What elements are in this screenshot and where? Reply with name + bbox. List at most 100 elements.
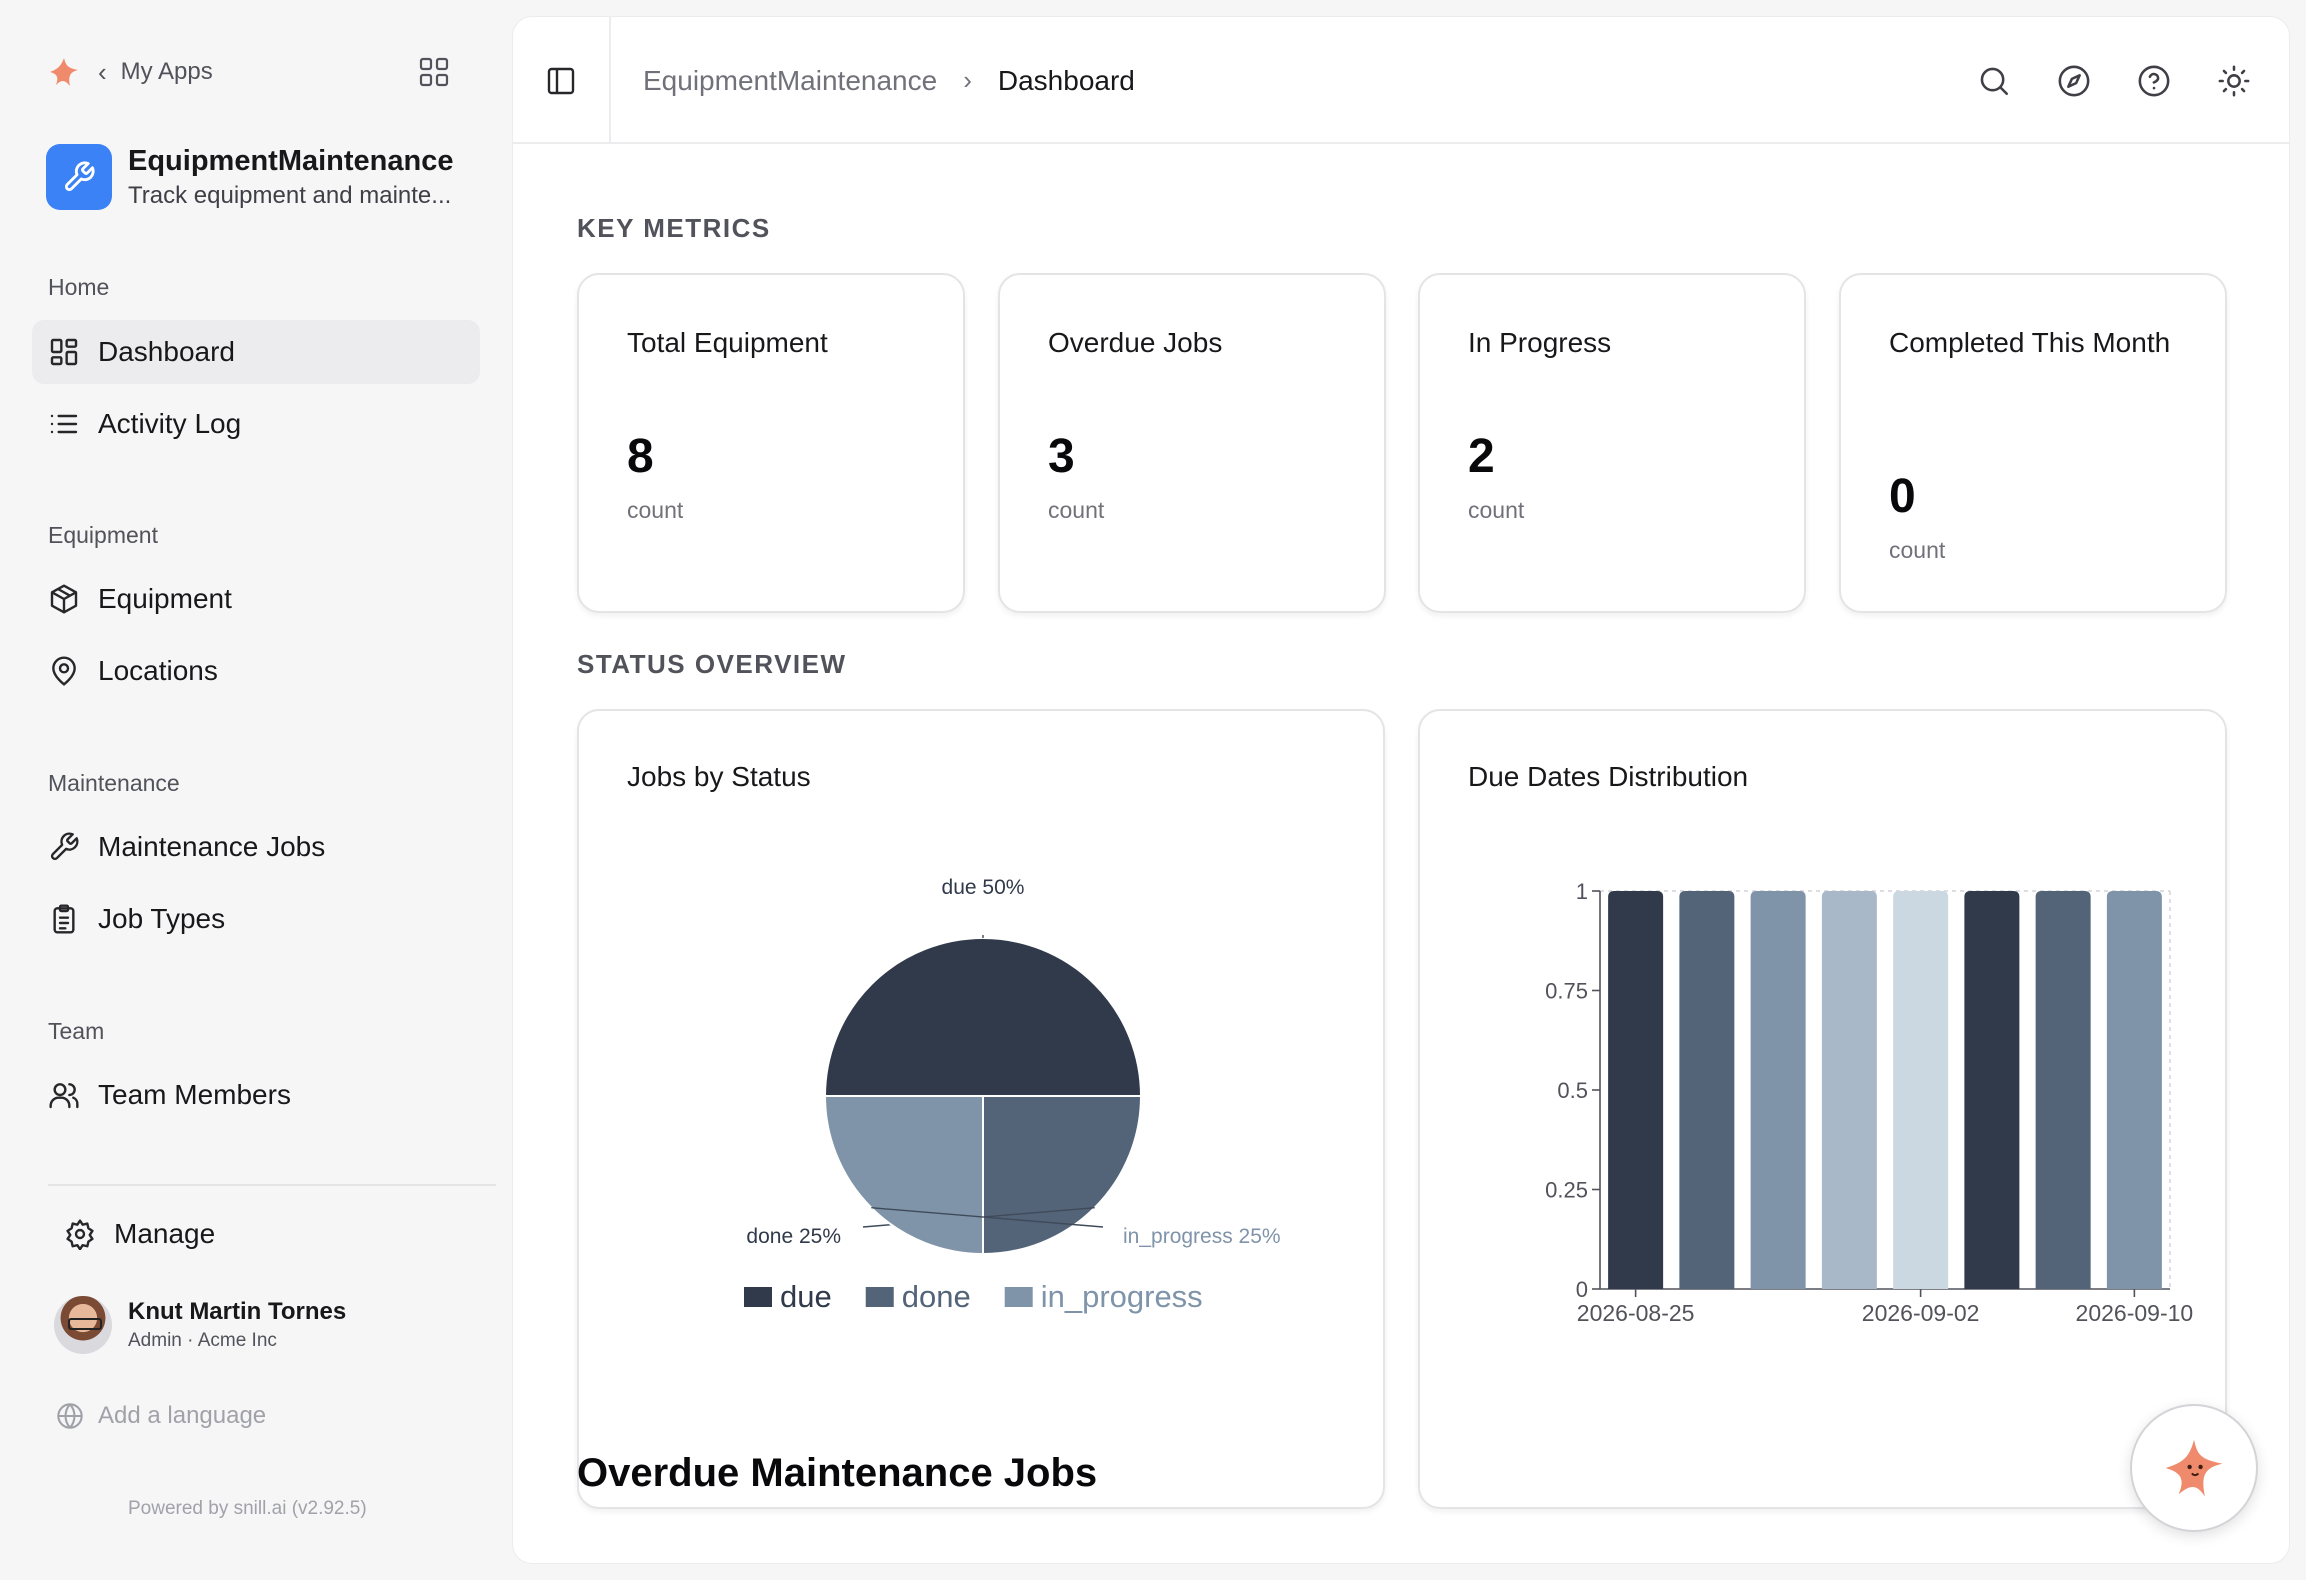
my-apps-link[interactable]: My Apps <box>120 58 213 85</box>
breadcrumb-app[interactable]: EquipmentMaintenance <box>643 64 938 96</box>
panel-left-icon <box>547 67 575 94</box>
sidebar-item-label: Activity Log <box>98 408 242 439</box>
user-profile[interactable]: Knut Martin Tornes Admin · Acme Inc <box>54 1296 346 1354</box>
metric-value: 0 <box>1889 470 1916 523</box>
metric-unit: count <box>1889 537 1946 563</box>
sidebar-item-job-types[interactable]: Job Types <box>32 887 480 951</box>
sidebar-item-maintenance-jobs[interactable]: Maintenance Jobs <box>32 815 480 879</box>
breadcrumb-current: Dashboard <box>997 64 1135 96</box>
x-tick-label: 2026-09-02 <box>1862 1300 1980 1326</box>
metric-value: 2 <box>1468 430 1495 483</box>
metric-value: 3 <box>1048 430 1075 483</box>
add-language-label: Add a language <box>98 1402 267 1429</box>
pie-label-in_progress: in_progress 25% <box>1123 1225 1281 1248</box>
key-metrics-title: KEY METRICS <box>577 213 771 243</box>
app-grid-icon[interactable] <box>418 56 450 88</box>
pie-leader-line <box>871 1207 1104 1228</box>
metric-title: In Progress <box>1468 327 1612 358</box>
y-tick-label: 0.75 <box>1545 979 1588 1004</box>
globe-icon <box>57 1403 83 1429</box>
header-actions <box>1931 17 2251 144</box>
y-tick-label: 0 <box>1576 1277 1588 1302</box>
pie-slice-in_progress <box>823 1095 984 1256</box>
sidebar-item-activity-log[interactable]: Activity Log <box>32 392 480 456</box>
sidebar-item-label: Maintenance Jobs <box>98 831 326 862</box>
sidebar-item-label: Job Types <box>98 903 226 934</box>
sidebar-item-label: Dashboard <box>98 336 235 367</box>
metric-unit: count <box>1468 497 1525 523</box>
bar-4 <box>1893 891 1949 1289</box>
gear-icon <box>66 1219 94 1250</box>
sidebar-item-equipment[interactable]: Equipment <box>32 567 480 631</box>
bar-7 <box>2106 891 2162 1289</box>
help-icon[interactable] <box>2137 64 2171 98</box>
y-tick-label: 1 <box>1576 879 1588 904</box>
metric-value: 8 <box>627 430 654 483</box>
sidebar-item-label: Team Members <box>98 1079 291 1110</box>
legend-swatch-due <box>744 1287 772 1307</box>
metric-card-overdue-jobs: Overdue Jobs 3 count <box>998 273 1386 613</box>
manage-button[interactable]: Manage <box>64 1210 215 1258</box>
metric-title: Total Equipment <box>627 327 828 358</box>
chart-title: Due Dates Distribution <box>1468 761 1749 792</box>
metric-unit: count <box>1048 497 1105 523</box>
user-name: Knut Martin Tornes <box>128 1298 347 1325</box>
legend-swatch-done <box>865 1287 894 1307</box>
chart-title: Jobs by Status <box>627 761 811 792</box>
package-icon <box>50 584 78 614</box>
avatar <box>54 1296 112 1354</box>
section-equipment: Equipment <box>48 522 158 548</box>
y-tick-label: 0.5 <box>1557 1078 1588 1103</box>
assistant-mascot-icon <box>2165 1439 2223 1497</box>
sidebar-item-dashboard[interactable]: Dashboard <box>32 320 480 384</box>
metric-title: Completed This Month <box>1889 327 2171 358</box>
powered-by: Powered by snill.ai (v2.92.5) <box>128 1498 367 1519</box>
metric-card-in-progress: In Progress 2 count <box>1418 273 1806 613</box>
sidebar-item-label: Locations <box>98 655 218 686</box>
jobs-by-status-chart: due 50% done 25% in_progress 25% due done in_… <box>744 876 1281 1314</box>
add-language-button[interactable]: Add a language <box>56 1402 266 1430</box>
wrench-icon <box>50 832 79 861</box>
compass-icon[interactable] <box>2057 64 2091 98</box>
sidebar-toggle-button[interactable] <box>513 17 611 144</box>
x-tick-label: 2026-09-10 <box>2076 1300 2194 1326</box>
header: EquipmentMaintenance › Dashboard <box>513 17 2289 144</box>
sun-icon[interactable] <box>2217 64 2251 98</box>
overdue-jobs-title: Overdue Maintenance Jobs <box>577 1451 1098 1495</box>
status-overview-title: STATUS OVERVIEW <box>577 649 847 679</box>
map-pin-icon <box>52 656 76 686</box>
bar-3 <box>1821 891 1877 1289</box>
search-icon[interactable] <box>1977 64 2011 98</box>
section-team: Team <box>48 1018 105 1044</box>
pie-slice-due <box>823 937 1143 1097</box>
bar-5 <box>1964 891 2020 1289</box>
legend-swatch-in_progress <box>1004 1287 1033 1307</box>
metric-title: Overdue Jobs <box>1048 327 1223 358</box>
top-nav: ‹ My Apps <box>46 52 456 92</box>
assistant-button[interactable] <box>2130 1404 2258 1532</box>
metric-card-completed-this-month: Completed This Month 0 count <box>1839 273 2227 613</box>
section-home: Home <box>48 274 110 300</box>
bar-chart-card: Due Dates Distribution 0 0.25 0.5 0.75 1 2026… <box>1418 709 2227 1509</box>
pie-slice-done <box>982 1095 1143 1256</box>
users-icon <box>49 1083 79 1109</box>
clipboard-icon <box>53 904 75 934</box>
app-card[interactable]: EquipmentMaintenance Track equipment and… <box>46 142 476 212</box>
breadcrumb: EquipmentMaintenance › Dashboard <box>643 17 1135 144</box>
bar-1 <box>1679 891 1735 1289</box>
bar-0 <box>1608 891 1664 1289</box>
chevron-left-icon[interactable]: ‹ <box>98 57 107 87</box>
list-icon <box>50 414 78 434</box>
snill-logo-icon[interactable] <box>46 54 82 90</box>
app-description: Track equipment and mainte... <box>128 181 452 209</box>
sidebar: ‹ My Apps EquipmentMaintenance Track equ… <box>0 0 510 1580</box>
sidebar-item-label: Equipment <box>98 583 232 614</box>
sidebar-item-team-members[interactable]: Team Members <box>32 1063 480 1127</box>
sidebar-item-locations[interactable]: Locations <box>32 639 480 703</box>
metric-card-total-equipment: Total Equipment 8 count <box>577 273 965 613</box>
metric-unit: count <box>627 497 684 523</box>
pie-label-done: done 25% <box>746 1225 841 1248</box>
main-panel: EquipmentMaintenance › Dashboard KEY MET… <box>512 16 2290 1564</box>
x-tick-label: 2026-08-25 <box>1577 1300 1695 1326</box>
due-dates-chart: 0 0.25 0.5 0.75 1 2026-08-25 2026-09-02 2026-09… <box>1545 879 2194 1326</box>
